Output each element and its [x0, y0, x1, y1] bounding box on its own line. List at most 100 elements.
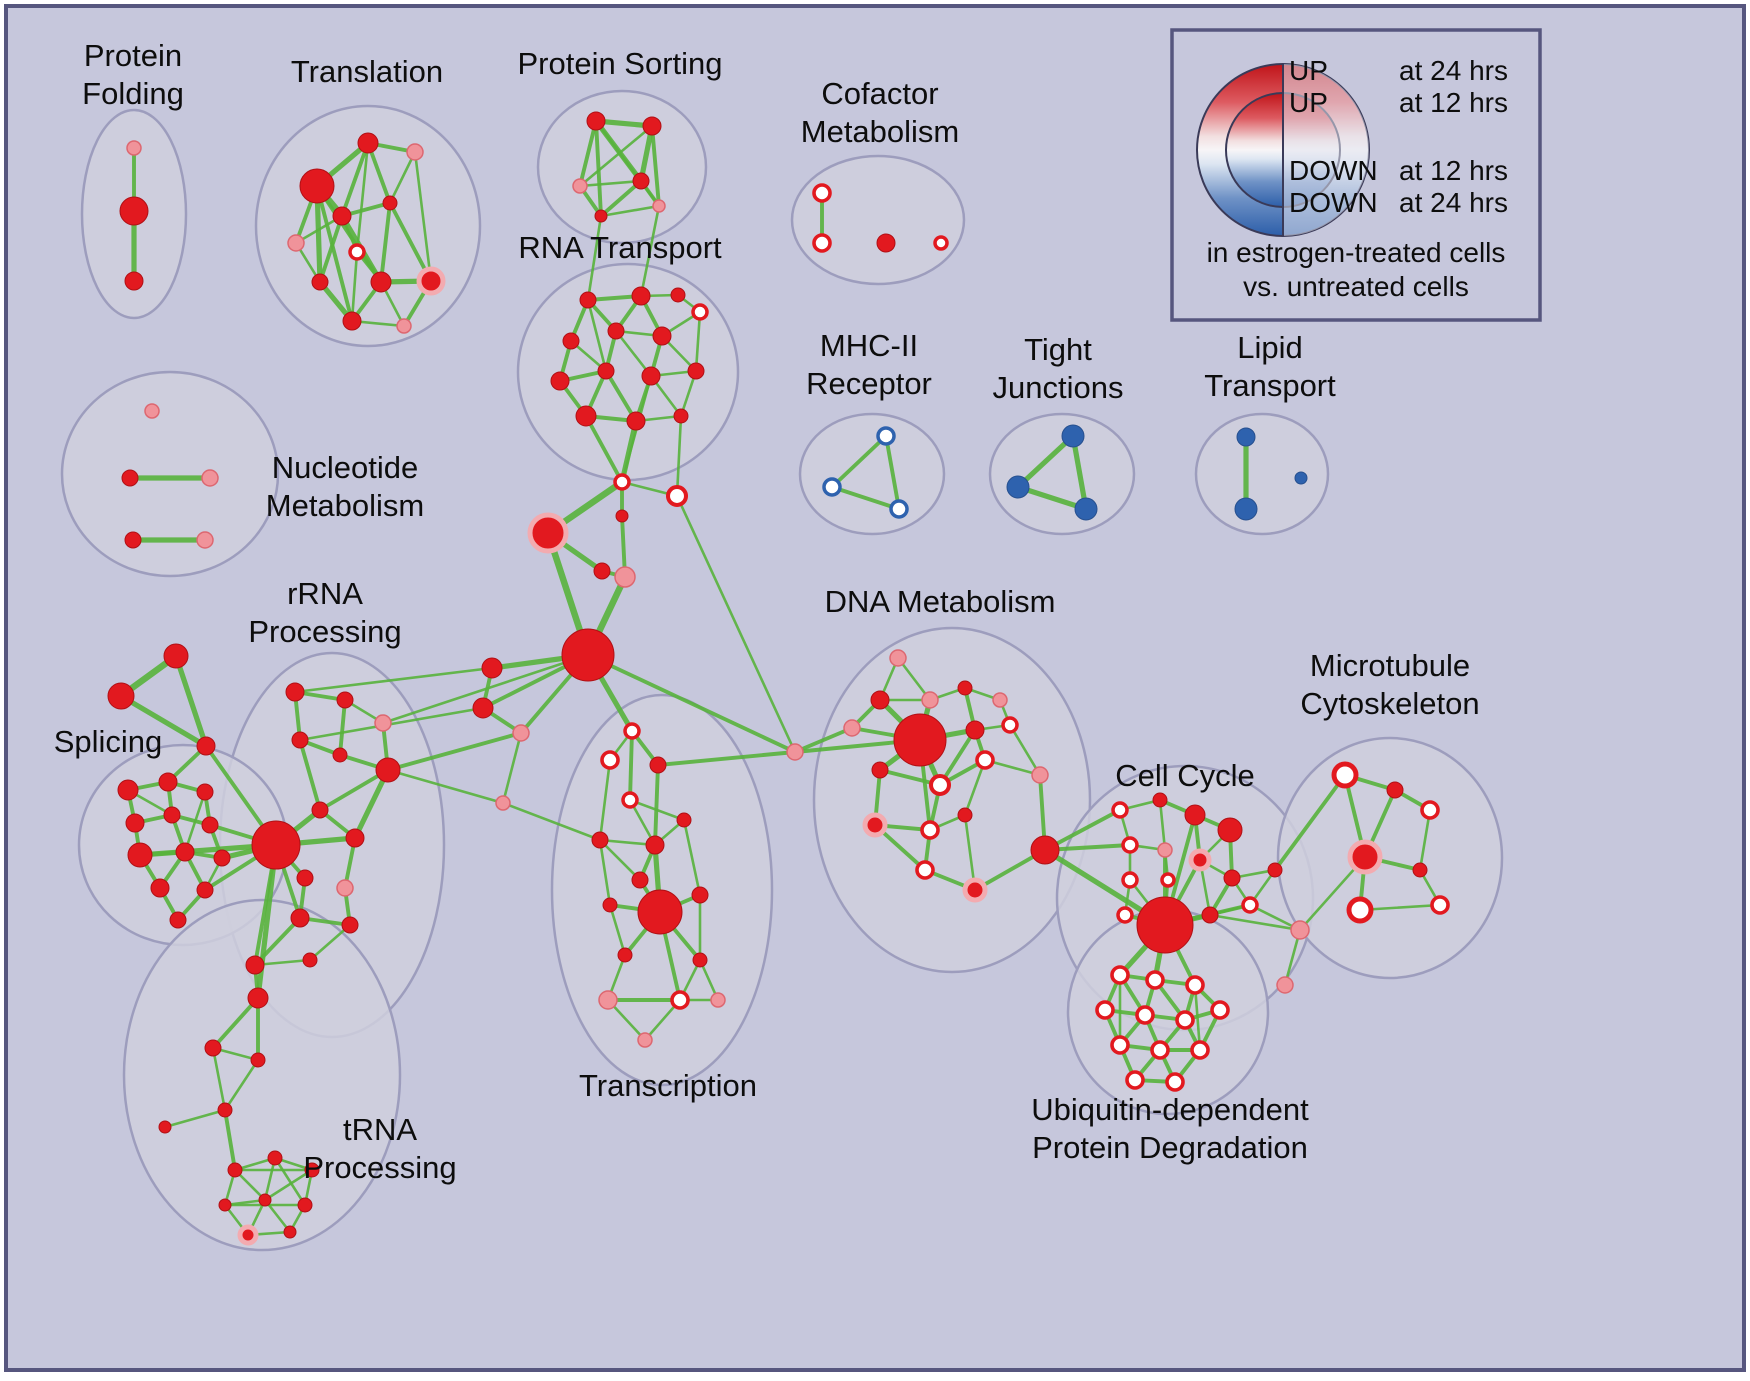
edge [1273, 773, 1347, 872]
gene-node-pink [1157, 842, 1173, 858]
gene-node-bluering [822, 477, 842, 497]
gene-node-pink [406, 143, 424, 161]
edge [118, 693, 209, 749]
gene-node-ring [600, 750, 620, 770]
gene-node-ring [1420, 800, 1440, 820]
edge [318, 214, 344, 284]
gene-node-red [957, 807, 973, 823]
legend-direction-label: UP [1289, 55, 1328, 86]
gene-node-ring [1121, 836, 1139, 854]
gene-node-red [258, 1193, 272, 1207]
gene-node-ring [613, 473, 631, 491]
gene-node-ring [670, 990, 690, 1010]
edge [163, 1108, 227, 1129]
edge [682, 818, 702, 897]
gene-node-red [124, 271, 144, 291]
edge [308, 923, 352, 962]
gene-node-red [579, 291, 597, 309]
gene-node-ring [348, 243, 366, 261]
cluster-nucleotide-metabolism-ellipse [60, 370, 280, 578]
gene-node-red [341, 916, 359, 934]
edge [598, 838, 612, 907]
gene-node-red [125, 813, 145, 833]
gene-node-pink [652, 199, 666, 213]
gene-node-ring [621, 791, 639, 809]
edge [896, 656, 932, 702]
gene-node-blue [1294, 471, 1308, 485]
edge [594, 119, 603, 218]
gene-node-red [670, 287, 686, 303]
gene-node-blue [1074, 497, 1098, 521]
gene-node-pink [144, 403, 160, 419]
edge [293, 666, 494, 694]
gene-node-red [617, 947, 633, 963]
gene-node-red [336, 691, 354, 709]
gene-node-red [119, 196, 149, 226]
gene-node-red [876, 233, 896, 253]
gene-node-red [1201, 906, 1219, 924]
gene-node-red [196, 881, 214, 899]
edge [315, 184, 354, 323]
edge [793, 726, 854, 754]
gene-node-red [593, 562, 611, 580]
gene-node-red [291, 731, 309, 749]
edge [340, 141, 370, 218]
cluster-mhc-ii-receptor-label: Receptor [806, 366, 932, 401]
gene-node-pink [201, 469, 219, 487]
gene-node-red [304, 1162, 320, 1178]
gene-node-redhalo [862, 812, 888, 838]
gene-node-red [676, 812, 692, 828]
gene-node-red [247, 987, 269, 1009]
gene-node-red [642, 116, 662, 136]
gene-node-ring [691, 303, 709, 321]
gene-node-pink [843, 719, 861, 737]
gene-node-red [311, 273, 329, 291]
legend-caption: vs. untreated cells [1243, 271, 1469, 302]
edge [501, 801, 602, 842]
cluster-nucleotide-metabolism-label: Metabolism [266, 488, 425, 523]
cluster-transcription-label: Transcription [579, 1068, 757, 1103]
cluster-trna-processing-ellipse [122, 898, 402, 1252]
gene-node-red [290, 908, 310, 928]
edge [338, 698, 347, 757]
gene-node-red [150, 878, 170, 898]
edge [884, 434, 901, 511]
edge [830, 434, 888, 489]
edge [388, 150, 417, 205]
gene-node-red [267, 1150, 283, 1166]
edge [604, 369, 638, 423]
edge [223, 1108, 237, 1172]
edge [173, 653, 209, 749]
gene-node-pink [1276, 976, 1294, 994]
legend-caption: in estrogen-treated cells [1207, 237, 1506, 268]
gene-node-ring [1160, 872, 1176, 888]
edge [263, 1168, 314, 1202]
gene-node-ring [1116, 906, 1134, 924]
gene-node-red [218, 1198, 232, 1212]
gene-node-red [575, 405, 597, 427]
gene-node-ring [1145, 970, 1165, 990]
gene-node-red [965, 720, 985, 740]
gene-node-pink [921, 691, 939, 709]
gene-node-pink [992, 692, 1008, 708]
gene-node-pink [1290, 920, 1310, 940]
gene-node-red [631, 871, 649, 889]
edge [614, 329, 653, 378]
gene-node-red [1386, 781, 1404, 799]
cluster-tight-junctions-label: Junctions [993, 370, 1124, 405]
gene-node-red [299, 168, 335, 204]
gene-node-red [586, 111, 606, 131]
edge [273, 1156, 307, 1207]
gene-node-ring [812, 233, 832, 253]
gene-node-red [632, 172, 650, 190]
edge [318, 768, 390, 812]
gene-node-pink [637, 1032, 653, 1048]
edge [656, 750, 797, 767]
gene-node-red [652, 326, 672, 346]
gene-node-ring [1110, 1035, 1130, 1055]
cluster-protein-folding-label: Folding [82, 76, 184, 111]
gene-node-red [107, 682, 135, 710]
edge [263, 1198, 292, 1234]
gene-node-pink [126, 140, 142, 156]
